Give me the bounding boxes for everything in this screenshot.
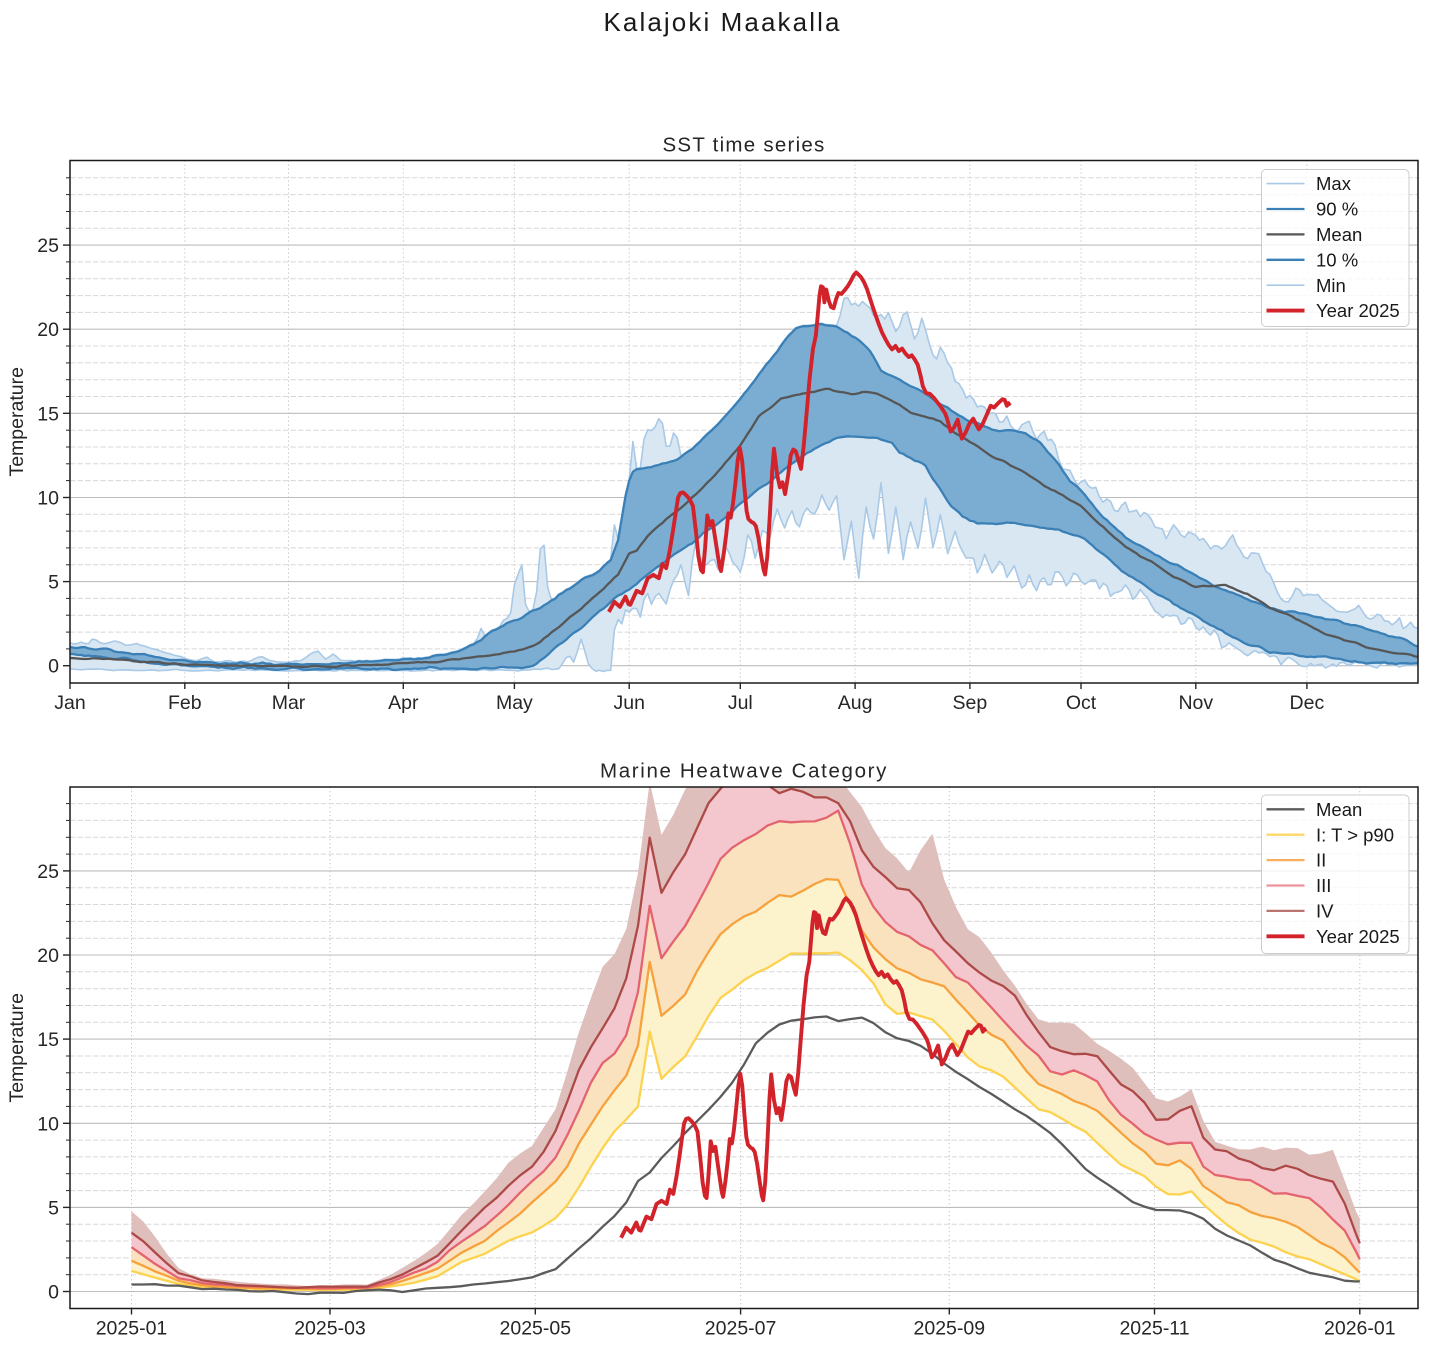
svg-text:SST time series: SST time series [662, 133, 825, 156]
svg-text:2025-07: 2025-07 [705, 1318, 777, 1340]
svg-text:20: 20 [37, 319, 59, 341]
svg-text:Aug: Aug [838, 692, 873, 714]
svg-text:25: 25 [37, 861, 59, 883]
svg-text:Temperature: Temperature [6, 993, 28, 1102]
svg-text:15: 15 [37, 403, 59, 425]
svg-text:10: 10 [37, 488, 59, 510]
svg-text:Min: Min [1316, 275, 1346, 296]
svg-text:5: 5 [48, 572, 59, 594]
svg-text:2026-01: 2026-01 [1324, 1318, 1396, 1340]
svg-text:Year 2025: Year 2025 [1316, 300, 1400, 321]
svg-text:0: 0 [48, 1282, 59, 1304]
svg-text:III: III [1316, 875, 1331, 896]
svg-text:Nov: Nov [1178, 692, 1213, 714]
svg-text:Mean: Mean [1316, 799, 1362, 820]
svg-text:Kalajoki Maakalla: Kalajoki Maakalla [603, 7, 841, 37]
svg-text:15: 15 [37, 1029, 59, 1051]
svg-text:10: 10 [37, 1113, 59, 1135]
svg-text:Year 2025: Year 2025 [1316, 926, 1400, 947]
svg-text:Dec: Dec [1290, 692, 1325, 714]
svg-text:II: II [1316, 850, 1326, 871]
svg-text:Apr: Apr [388, 692, 419, 714]
svg-text:0: 0 [48, 656, 59, 678]
svg-text:Mean: Mean [1316, 224, 1362, 245]
svg-text:I: T > p90: I: T > p90 [1316, 824, 1394, 845]
svg-text:May: May [496, 692, 533, 714]
svg-text:Oct: Oct [1066, 692, 1097, 714]
svg-text:20: 20 [37, 945, 59, 967]
svg-text:Feb: Feb [168, 692, 202, 714]
svg-text:90 %: 90 % [1316, 199, 1358, 220]
svg-text:2025-01: 2025-01 [96, 1318, 168, 1340]
svg-text:2025-03: 2025-03 [294, 1318, 366, 1340]
svg-text:2025-09: 2025-09 [914, 1318, 986, 1340]
svg-text:Sep: Sep [953, 692, 988, 714]
svg-text:Marine Heatwave Category: Marine Heatwave Category [600, 760, 888, 783]
svg-text:Jul: Jul [728, 692, 753, 714]
svg-text:2025-05: 2025-05 [500, 1318, 572, 1340]
svg-text:IV: IV [1316, 901, 1334, 922]
svg-text:25: 25 [37, 235, 59, 257]
svg-text:2025-11: 2025-11 [1119, 1318, 1189, 1340]
svg-text:Jun: Jun [613, 692, 644, 714]
svg-text:Max: Max [1316, 173, 1352, 194]
svg-text:5: 5 [48, 1197, 59, 1219]
svg-text:Mar: Mar [272, 692, 306, 714]
svg-text:Temperature: Temperature [6, 367, 28, 476]
svg-text:10 %: 10 % [1316, 249, 1358, 270]
svg-text:Jan: Jan [54, 692, 85, 714]
